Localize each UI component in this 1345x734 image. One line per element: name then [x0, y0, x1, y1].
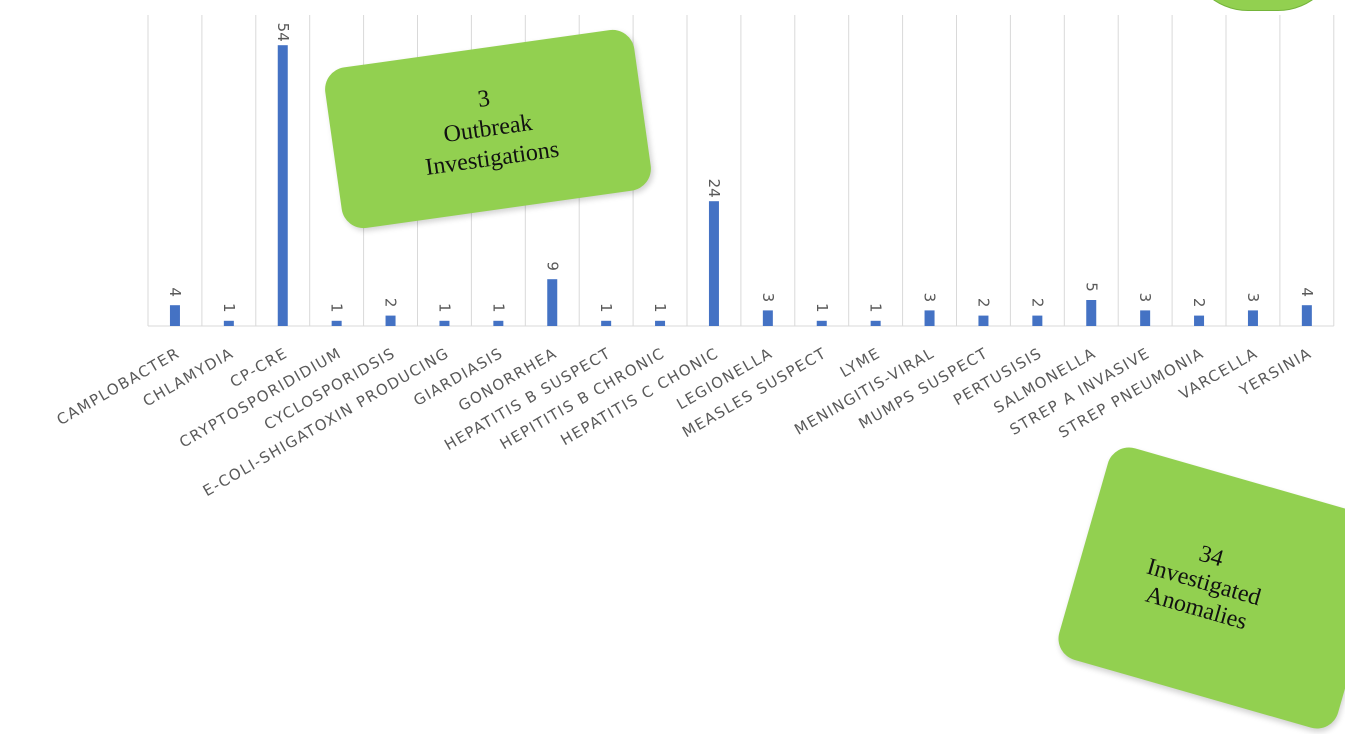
bar: [385, 315, 396, 326]
data-label: 2: [382, 298, 400, 308]
corner-green-shape: [1188, 0, 1338, 10]
data-label: 1: [220, 303, 238, 313]
bar: [1301, 305, 1312, 326]
bar: [439, 320, 450, 326]
bar: [924, 310, 935, 326]
data-label: 1: [867, 303, 885, 313]
data-label: 1: [489, 303, 507, 313]
outbreak-count: 3: [476, 85, 492, 114]
bar: [547, 279, 558, 326]
category-label: CHLAMYDIA: [140, 344, 237, 410]
bar: [978, 315, 989, 326]
data-label: 3: [921, 293, 939, 303]
data-label: 3: [759, 293, 777, 303]
bar: [1247, 310, 1258, 326]
data-label: 9: [543, 261, 561, 271]
data-label: 3: [1136, 293, 1154, 303]
data-label: 4: [166, 287, 184, 297]
bar: [1140, 310, 1151, 326]
bar: [1032, 315, 1043, 326]
data-label: 1: [651, 303, 669, 313]
bar: [655, 320, 666, 326]
bar: [1086, 300, 1097, 326]
bar: [277, 45, 288, 326]
bar: [601, 320, 612, 326]
data-label: 2: [1190, 298, 1208, 308]
data-label: 4: [1298, 287, 1316, 297]
bar: [331, 320, 342, 326]
data-label: 1: [435, 303, 453, 313]
bar: [169, 305, 180, 326]
bar: [708, 201, 719, 326]
data-label: 2: [974, 298, 992, 308]
bar: [762, 310, 773, 326]
bar-chart: 4CAMPLOBACTER1CHLAMYDIA54CP-CRE1CRYPTOSP…: [54, 15, 1335, 500]
data-label: 1: [597, 303, 615, 313]
data-label: 24: [705, 179, 723, 198]
data-label: 1: [328, 303, 346, 313]
data-label: 3: [1244, 293, 1262, 303]
data-label: 2: [1028, 298, 1046, 308]
bar: [493, 320, 504, 326]
data-label: 1: [813, 303, 831, 313]
bar: [870, 320, 881, 326]
bar: [1194, 315, 1205, 326]
bar: [816, 320, 827, 326]
data-label: 54: [274, 23, 292, 42]
bar: [223, 320, 234, 326]
data-label: 5: [1082, 282, 1100, 292]
